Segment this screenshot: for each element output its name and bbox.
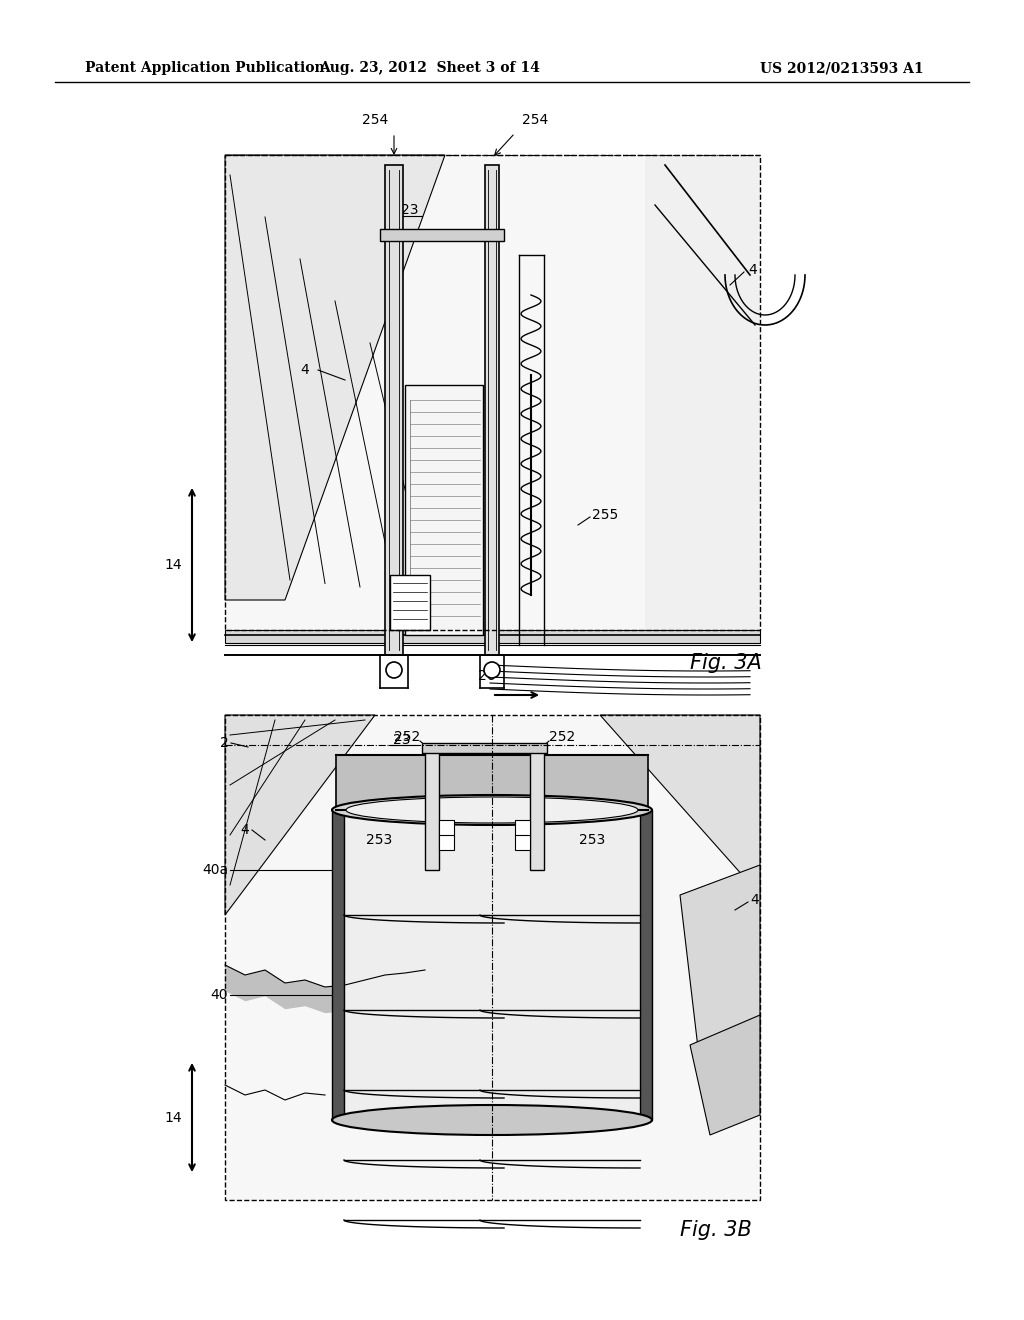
Bar (225, 154, 760, 630)
Text: 252: 252 (394, 730, 420, 744)
Text: 254: 254 (522, 114, 548, 127)
Bar (332, 810, 344, 1119)
Ellipse shape (346, 797, 638, 822)
Text: US 2012/0213593 A1: US 2012/0213593 A1 (760, 61, 924, 75)
Ellipse shape (386, 663, 402, 678)
Text: 4: 4 (750, 894, 759, 907)
Bar (406, 385, 483, 635)
Text: 23: 23 (393, 733, 411, 747)
Text: 252: 252 (417, 503, 443, 517)
Bar (385, 165, 403, 655)
Bar (336, 755, 648, 810)
Text: 4: 4 (748, 263, 757, 277)
Ellipse shape (332, 1105, 652, 1135)
Text: 14: 14 (165, 1111, 182, 1125)
Ellipse shape (484, 663, 500, 678)
Text: 252: 252 (549, 730, 575, 744)
Bar (380, 228, 504, 242)
Ellipse shape (332, 795, 652, 825)
Text: 2: 2 (220, 737, 229, 750)
Polygon shape (680, 865, 760, 1065)
Bar (344, 810, 640, 1119)
Text: 14: 14 (165, 558, 182, 572)
Text: 254: 254 (361, 114, 388, 127)
Text: 40a: 40a (202, 863, 228, 876)
Bar (439, 820, 454, 850)
Bar (530, 750, 544, 870)
Bar (225, 715, 760, 1200)
Bar (425, 750, 439, 870)
Text: Aug. 23, 2012  Sheet 3 of 14: Aug. 23, 2012 Sheet 3 of 14 (319, 61, 541, 75)
Polygon shape (225, 154, 445, 601)
Text: Fig. 3A: Fig. 3A (690, 653, 762, 673)
Text: 26: 26 (478, 669, 496, 682)
Text: Fig. 3B: Fig. 3B (680, 1220, 752, 1239)
Bar (515, 820, 530, 850)
Text: Patent Application Publication: Patent Application Publication (85, 61, 325, 75)
Text: 4: 4 (301, 363, 309, 378)
Bar (225, 154, 760, 630)
Polygon shape (690, 1015, 760, 1135)
Bar (225, 630, 760, 643)
Text: 40: 40 (211, 987, 228, 1002)
Text: 4: 4 (241, 822, 249, 837)
Bar (422, 743, 547, 752)
Text: 253: 253 (366, 833, 392, 847)
Text: 23: 23 (401, 203, 419, 216)
Bar (225, 715, 760, 1200)
Text: 253: 253 (579, 833, 605, 847)
Bar (390, 576, 430, 630)
Bar (640, 810, 652, 1119)
Polygon shape (600, 715, 760, 895)
Text: 255: 255 (592, 508, 618, 521)
Polygon shape (225, 715, 375, 915)
Polygon shape (645, 154, 760, 630)
Bar (485, 165, 499, 655)
